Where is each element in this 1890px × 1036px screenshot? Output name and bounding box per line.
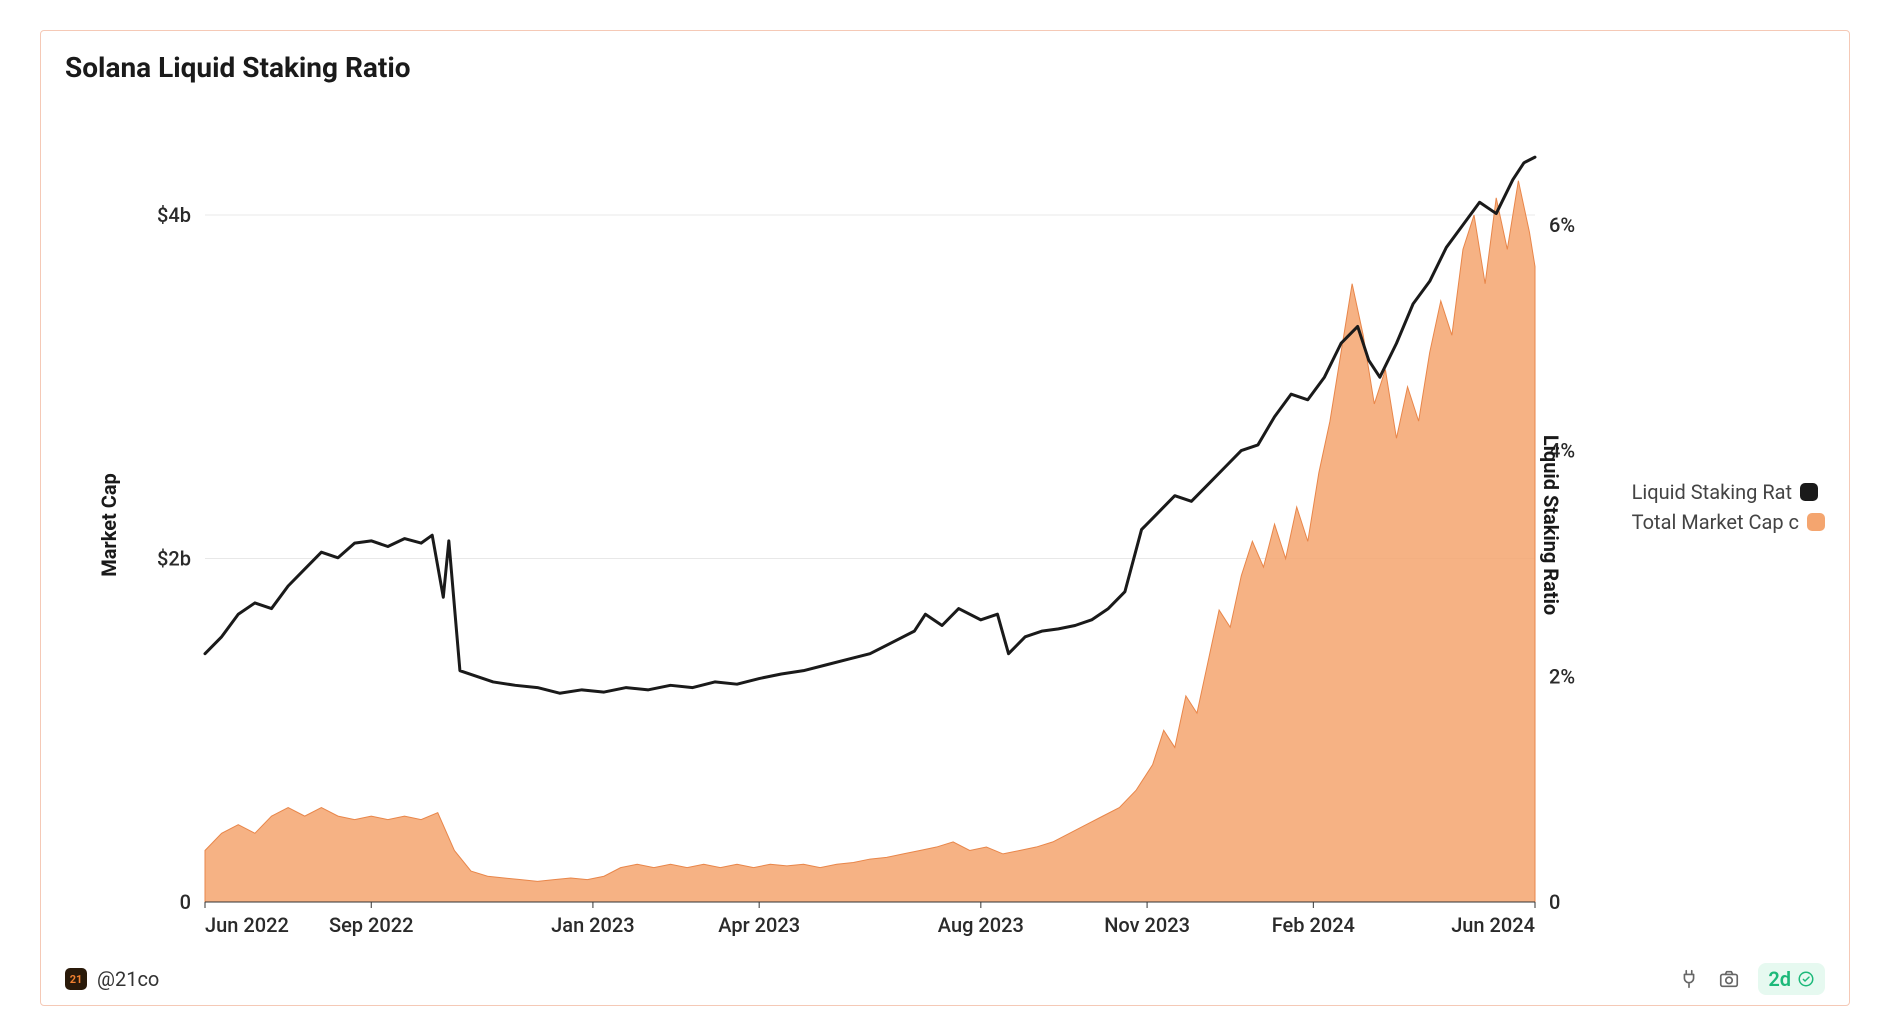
- chart-legend: Liquid Staking Rat Total Market Cap c: [1632, 480, 1825, 534]
- y-right-tick: 6%: [1549, 213, 1575, 237]
- legend-label: Total Market Cap c: [1632, 510, 1799, 534]
- x-tick: Jun 2024: [1451, 913, 1535, 937]
- x-tick: Sep 2022: [329, 913, 414, 937]
- chart-title: Solana Liquid Staking Ratio: [65, 51, 1825, 84]
- legend-swatch: [1800, 483, 1818, 501]
- y-right-tick: 0: [1549, 890, 1560, 914]
- y-left-axis-label: Market Cap: [97, 473, 121, 577]
- x-tick: Jun 2022: [205, 913, 289, 937]
- chart-body: Market Cap Liquid Staking Ratio Liquid S…: [65, 92, 1825, 957]
- x-tick: Nov 2023: [1104, 913, 1190, 937]
- y-left-tick: $2b: [157, 547, 191, 571]
- freshness-badge[interactable]: 2d: [1758, 963, 1825, 995]
- x-tick: Apr 2023: [718, 913, 800, 937]
- chart-card: Solana Liquid Staking Ratio Market Cap L…: [40, 30, 1850, 1006]
- x-tick: Feb 2024: [1272, 913, 1355, 937]
- author-handle: @21co: [97, 967, 159, 991]
- legend-item: Total Market Cap c: [1632, 510, 1825, 534]
- freshness-label: 2d: [1768, 967, 1791, 991]
- chart-footer: 21 @21co 2d: [65, 957, 1825, 995]
- x-tick: Jan 2023: [551, 913, 634, 937]
- author-badge-icon: 21: [65, 968, 87, 990]
- legend-item: Liquid Staking Rat: [1632, 480, 1825, 504]
- author-block[interactable]: 21 @21co: [65, 967, 159, 991]
- check-circle-icon: [1797, 970, 1815, 988]
- area-series: [205, 181, 1535, 902]
- y-right-tick: 2%: [1549, 664, 1575, 688]
- y-left-tick: 0: [180, 890, 191, 914]
- legend-label: Liquid Staking Rat: [1632, 480, 1792, 504]
- y-right-axis-label: Liquid Staking Ratio: [1539, 434, 1563, 614]
- y-left-tick: $4b: [157, 203, 191, 227]
- x-tick: Aug 2023: [938, 913, 1024, 937]
- plug-icon[interactable]: [1678, 968, 1700, 990]
- footer-actions: 2d: [1678, 963, 1825, 995]
- legend-swatch: [1807, 513, 1825, 531]
- camera-icon[interactable]: [1718, 968, 1740, 990]
